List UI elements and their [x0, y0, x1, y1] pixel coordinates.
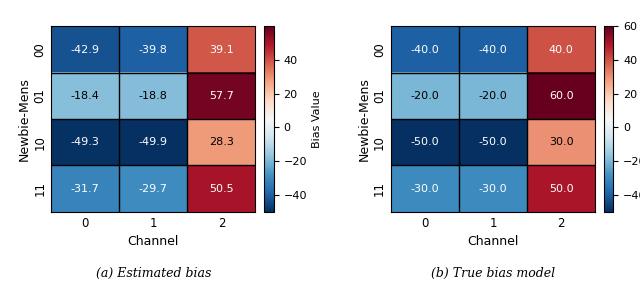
Text: -30.0: -30.0	[479, 183, 508, 193]
Text: (a) Estimated bias: (a) Estimated bias	[95, 267, 211, 280]
Text: -49.3: -49.3	[71, 137, 100, 147]
Text: 39.1: 39.1	[209, 45, 234, 55]
Text: 50.0: 50.0	[549, 183, 573, 193]
Text: (b) True bias model: (b) True bias model	[431, 267, 555, 280]
Text: -20.0: -20.0	[411, 91, 439, 101]
Text: 50.5: 50.5	[209, 183, 234, 193]
Text: -49.9: -49.9	[139, 137, 168, 147]
Y-axis label: Newbie-Mens: Newbie-Mens	[357, 77, 371, 161]
Y-axis label: Newbie-Mens: Newbie-Mens	[17, 77, 31, 161]
Text: -39.8: -39.8	[139, 45, 168, 55]
Text: -50.0: -50.0	[479, 137, 508, 147]
Text: -29.7: -29.7	[139, 183, 168, 193]
Text: 30.0: 30.0	[549, 137, 573, 147]
Text: -30.0: -30.0	[411, 183, 439, 193]
Text: 40.0: 40.0	[548, 45, 573, 55]
Text: -20.0: -20.0	[479, 91, 508, 101]
Text: -42.9: -42.9	[71, 45, 100, 55]
Text: 28.3: 28.3	[209, 137, 234, 147]
Text: 57.7: 57.7	[209, 91, 234, 101]
X-axis label: Channel: Channel	[127, 235, 179, 248]
Text: 60.0: 60.0	[549, 91, 573, 101]
Y-axis label: Bias Value: Bias Value	[312, 90, 323, 148]
Text: -18.4: -18.4	[71, 91, 100, 101]
Text: -31.7: -31.7	[71, 183, 100, 193]
Text: -18.8: -18.8	[139, 91, 168, 101]
Text: -40.0: -40.0	[479, 45, 508, 55]
Text: -50.0: -50.0	[411, 137, 439, 147]
X-axis label: Channel: Channel	[467, 235, 519, 248]
Text: -40.0: -40.0	[411, 45, 439, 55]
